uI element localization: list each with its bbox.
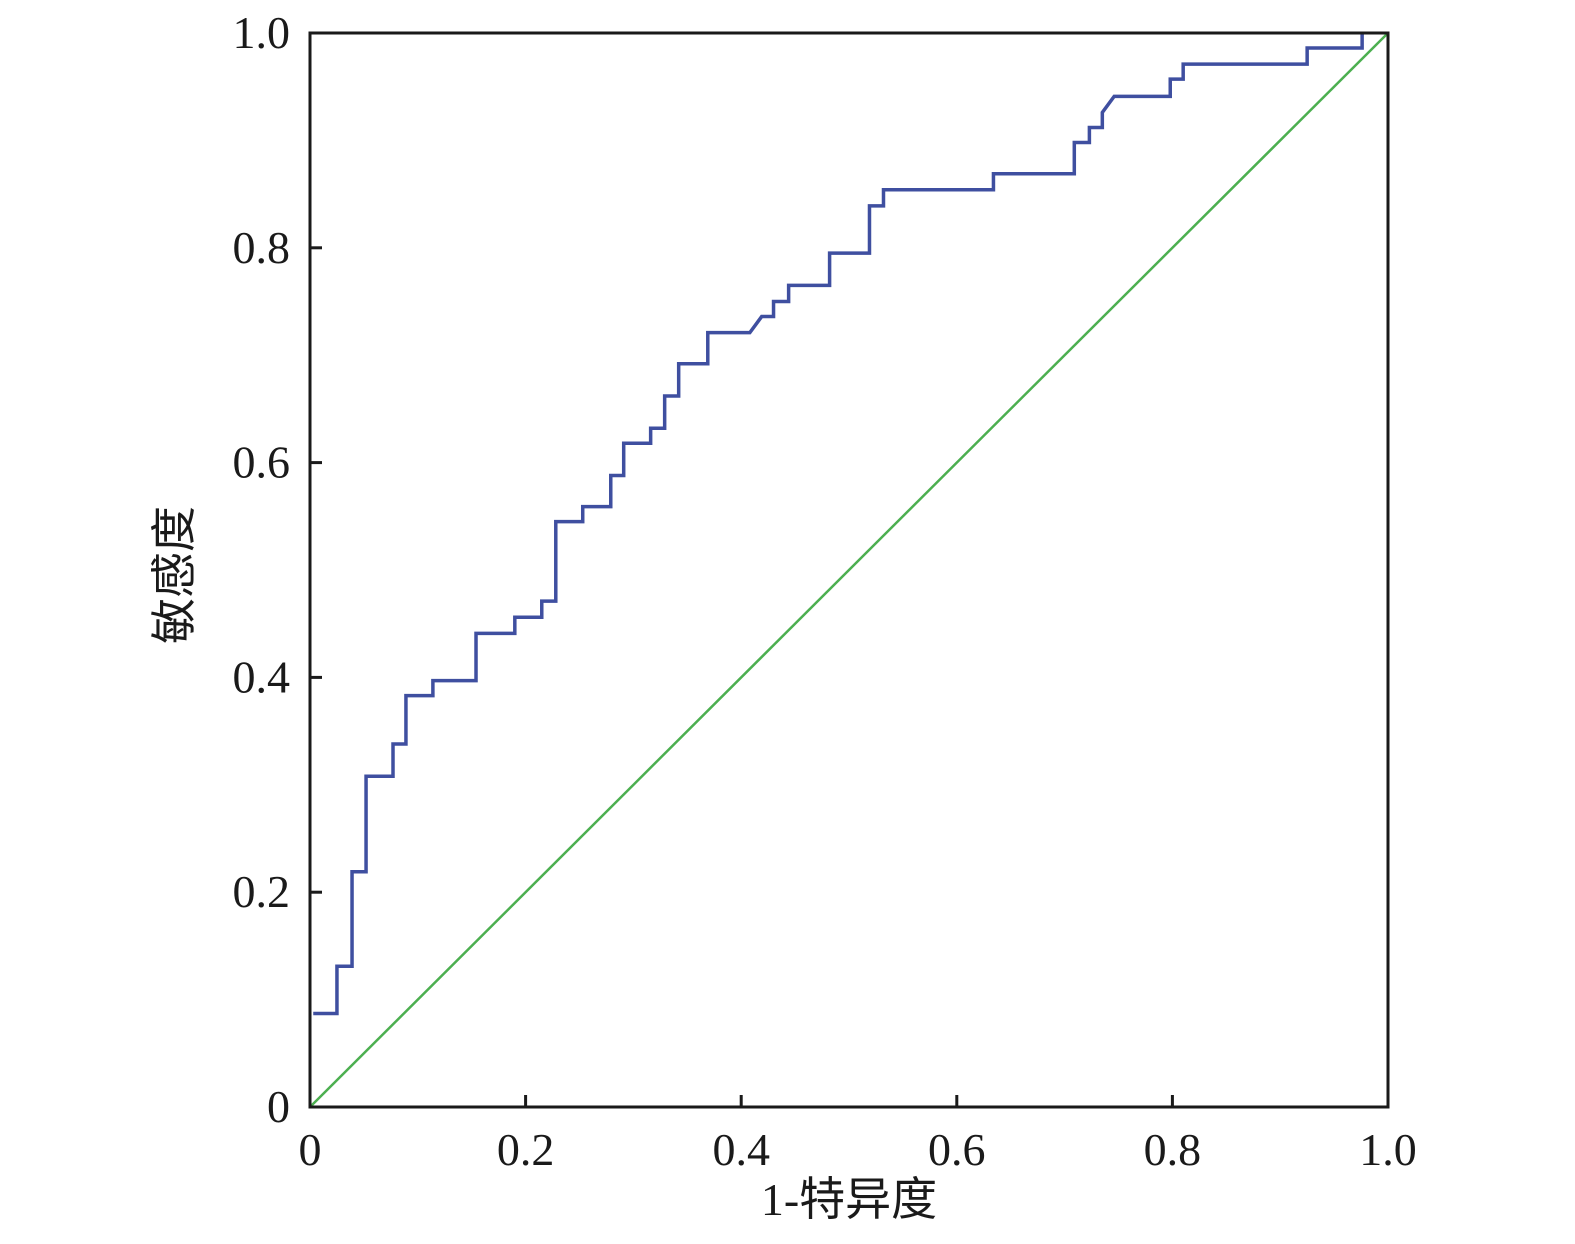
y-tick-label: 0.6 [233,437,291,488]
x-tick-label: 0.4 [712,1124,770,1175]
x-tick-label: 0 [299,1124,322,1175]
x-tick-label: 0.8 [1144,1124,1202,1175]
y-tick-label: 0.2 [233,866,291,917]
x-tick-label: 0.6 [928,1124,986,1175]
x-axis-label: 1-特异度 [761,1174,937,1225]
x-tick-label: 0.2 [497,1124,555,1175]
y-tick-label: 0 [267,1081,290,1132]
y-tick-label: 0.8 [233,222,291,273]
roc-curve [313,33,1364,1016]
plot-frame [308,31,1390,1109]
y-tick-label: 1.0 [233,7,291,58]
y-axis-label: 敏感度 [149,506,200,644]
x-tick-label: 1.0 [1359,1124,1417,1175]
y-tick-label: 0.4 [233,651,291,702]
reference-diagonal [309,32,1389,1108]
